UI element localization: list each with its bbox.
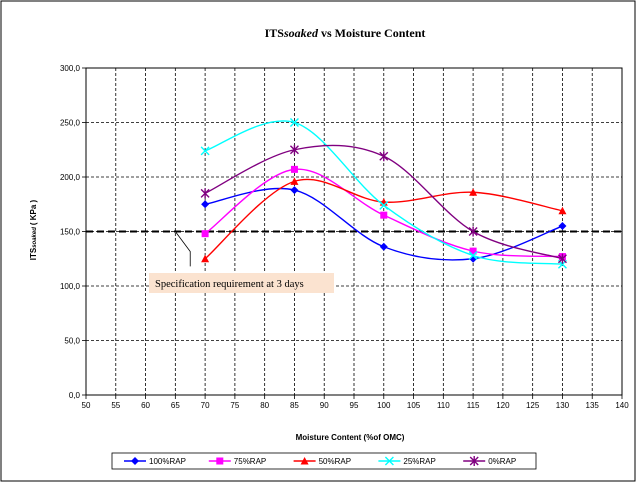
x-tick-label: 95 — [350, 401, 359, 410]
data-point-100pct-rap — [201, 200, 210, 209]
data-point-75pct-rap — [201, 230, 209, 238]
series-100pct-rap — [201, 186, 567, 263]
data-point-25pct-rap — [468, 250, 478, 260]
specification-line-group: Specification requirement at 3 days — [86, 230, 622, 293]
x-tick-label: 65 — [171, 401, 180, 410]
data-point-50pct-rap — [558, 206, 567, 215]
x-tick-label: 60 — [141, 401, 150, 410]
x-tick-label: 105 — [407, 401, 421, 410]
legend-label-50pct-rap: 50%RAP — [319, 457, 351, 466]
x-tick-label: 100 — [377, 401, 391, 410]
data-point-50pct-rap — [201, 254, 210, 263]
x-tick-label: 110 — [437, 401, 450, 410]
legend-marker-25pct-rap — [384, 456, 394, 466]
annotation-leader — [175, 231, 191, 267]
x-tick-label: 70 — [201, 401, 210, 410]
legend-label-25pct-rap: 25%RAP — [403, 457, 435, 466]
data-point-0pct-rap — [200, 188, 210, 199]
x-axis-label: Moisture Content (%of OMC) — [296, 433, 405, 442]
legend: 100%RAP 75%RAP 50%RAP 25%RAP 0%RAP — [111, 452, 537, 470]
legend-label-100pct-rap: 100%RAP — [149, 457, 186, 466]
y-tick-label: 150,0 — [60, 228, 81, 237]
data-point-0pct-rap — [289, 144, 299, 155]
data-point-0pct-rap — [557, 253, 567, 264]
x-tick-label: 80 — [260, 401, 269, 410]
x-tick-label: 85 — [290, 401, 299, 410]
data-point-100pct-rap — [558, 222, 567, 231]
data-point-75pct-rap — [469, 247, 477, 255]
x-tick-label: 130 — [556, 401, 570, 410]
series-group — [200, 118, 567, 269]
data-point-100pct-rap — [379, 242, 388, 251]
series-25pct-rap — [200, 118, 567, 269]
data-point-0pct-rap — [468, 226, 478, 237]
axes-group: 50 55 60 65 70 75 80 85 90 95 100 105 110 115 120 125 13… — [60, 64, 629, 410]
x-tick-label: 120 — [496, 401, 510, 410]
data-point-0pct-rap — [379, 151, 389, 162]
legend-box — [111, 452, 537, 470]
legend-marker-50pct-rap — [300, 457, 309, 465]
plot-grid — [86, 68, 622, 395]
data-point-50pct-rap — [469, 188, 478, 196]
chart-title: ITSsoaked vs Moisture Content — [265, 26, 426, 40]
plot-area-border — [85, 67, 623, 396]
x-tick-label: 115 — [467, 401, 480, 410]
y-tick-label: 100,0 — [60, 282, 81, 291]
x-tick-label: 140 — [615, 401, 629, 410]
x-tick-label: 50 — [82, 401, 91, 410]
data-point-50pct-rap — [290, 177, 299, 185]
series-0pct-rap — [200, 144, 567, 264]
data-point-25pct-rap — [289, 118, 299, 127]
annotation-text: Specification requirement at 3 days — [155, 279, 304, 290]
x-tick-label: 125 — [526, 401, 540, 410]
y-tick-label: 300,0 — [60, 64, 81, 73]
x-tick-label: 75 — [230, 401, 239, 410]
legend-label-75pct-rap: 75%RAP — [234, 457, 266, 466]
legend-marker-75pct-rap — [216, 457, 224, 465]
legend-label-0pct-rap: 0%RAP — [488, 457, 516, 466]
y-axis-label: ITSsoaked( KPa ) — [29, 199, 38, 260]
x-tick-label: 90 — [320, 401, 329, 410]
y-tick-label: 50,0 — [64, 337, 80, 346]
y-tick-label: 0,0 — [69, 391, 81, 400]
y-tick-label: 200,0 — [60, 173, 81, 182]
data-point-25pct-rap — [200, 146, 210, 156]
annotation-box — [149, 273, 334, 293]
x-tick-label: 135 — [586, 401, 600, 410]
legend-marker-100pct-rap — [131, 457, 139, 465]
legend-marker-0pct-rap — [469, 456, 479, 466]
y-tick-label: 250,0 — [60, 119, 81, 128]
data-point-75pct-rap — [380, 211, 388, 219]
data-point-100pct-rap — [290, 186, 299, 195]
data-point-25pct-rap — [379, 200, 389, 210]
data-point-75pct-rap — [290, 165, 298, 173]
x-tick-label: 55 — [111, 401, 120, 410]
